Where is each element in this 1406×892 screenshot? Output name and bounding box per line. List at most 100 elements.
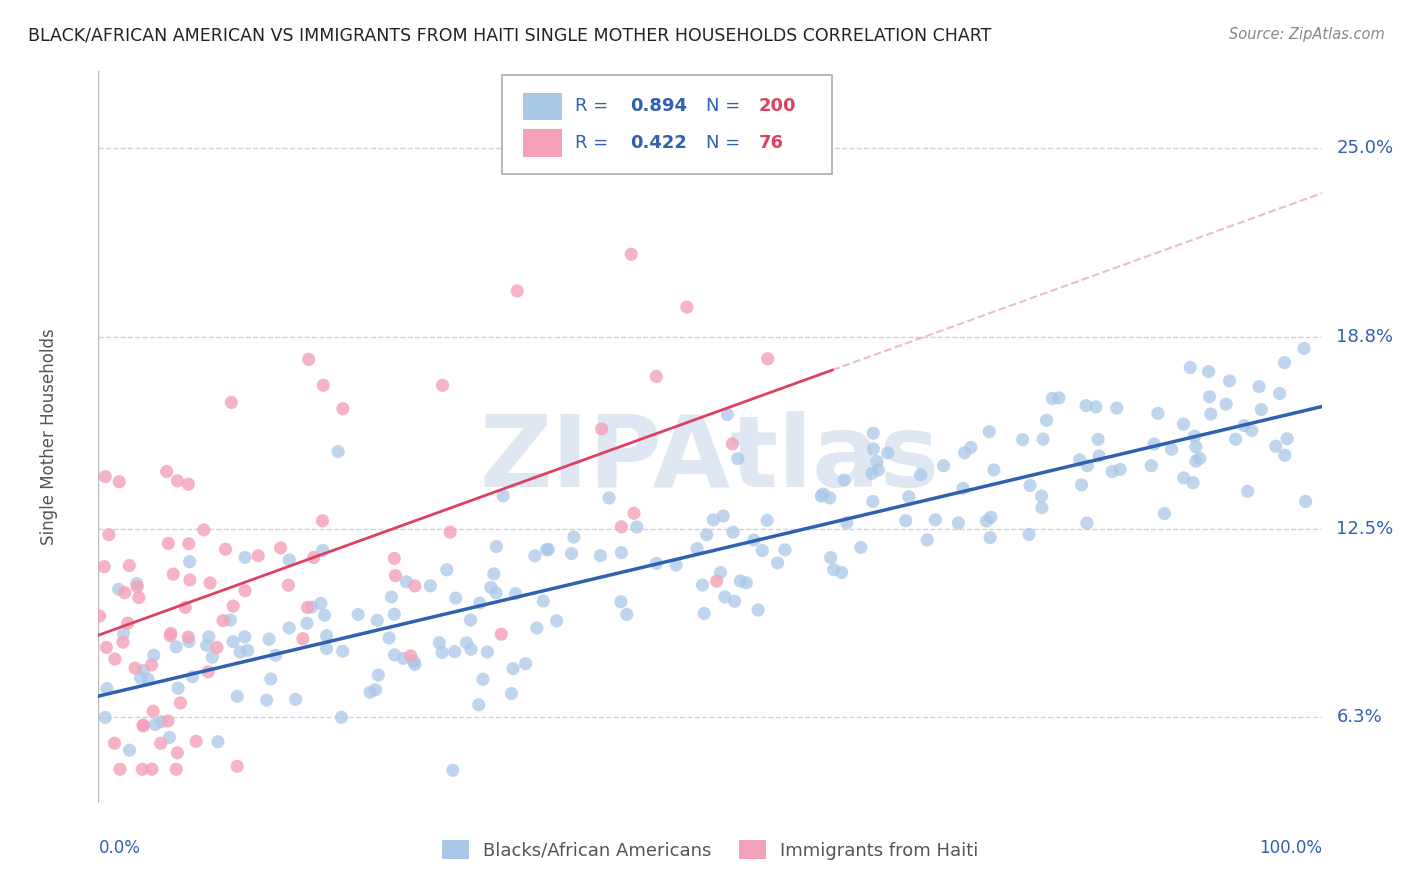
Point xyxy=(236,643,259,657)
Point xyxy=(221,395,243,409)
Point xyxy=(485,540,508,554)
Point xyxy=(460,642,482,657)
Point xyxy=(1032,432,1054,446)
Point xyxy=(1084,400,1107,414)
Point xyxy=(159,629,181,643)
Point xyxy=(112,626,135,640)
Point xyxy=(314,608,336,623)
Text: N =: N = xyxy=(706,97,747,115)
Point xyxy=(430,645,453,659)
Point xyxy=(195,639,218,653)
Point xyxy=(260,672,283,686)
Point xyxy=(177,477,200,491)
Point xyxy=(823,563,845,577)
Point xyxy=(94,710,117,724)
Point xyxy=(444,591,467,605)
Point xyxy=(730,574,752,588)
Text: 6.3%: 6.3% xyxy=(1336,708,1382,726)
Point xyxy=(1240,424,1263,438)
Legend: Blacks/African Americans, Immigrants from Haiti: Blacks/African Americans, Immigrants fro… xyxy=(441,840,979,860)
Text: BLACK/AFRICAN AMERICAN VS IMMIGRANTS FROM HAITI SINGLE MOTHER HOUSEHOLDS CORRELA: BLACK/AFRICAN AMERICAN VS IMMIGRANTS FRO… xyxy=(28,27,991,45)
Point xyxy=(1295,494,1317,508)
Point xyxy=(835,516,858,530)
Point xyxy=(818,491,841,505)
Point xyxy=(309,596,332,610)
Point xyxy=(315,641,337,656)
Point xyxy=(711,508,734,523)
Point xyxy=(665,558,688,572)
Point xyxy=(1185,454,1208,468)
Point xyxy=(177,634,200,648)
Point xyxy=(328,444,350,458)
Point xyxy=(212,614,235,628)
Point xyxy=(468,698,491,712)
Point xyxy=(924,513,946,527)
Point xyxy=(104,652,127,666)
Point xyxy=(302,550,325,565)
Point xyxy=(96,640,118,655)
Point xyxy=(330,710,353,724)
Point xyxy=(1087,433,1109,447)
Point xyxy=(501,687,523,701)
Point xyxy=(727,451,749,466)
Point xyxy=(505,587,527,601)
Point xyxy=(980,510,1002,524)
Point xyxy=(96,681,118,696)
Point xyxy=(610,520,633,534)
Point xyxy=(419,579,441,593)
Point xyxy=(598,491,620,505)
Point xyxy=(278,553,301,567)
Point xyxy=(1109,462,1132,476)
Point xyxy=(270,541,292,555)
Point xyxy=(257,632,280,646)
Point xyxy=(291,632,314,646)
Point xyxy=(820,550,842,565)
Point xyxy=(179,573,201,587)
Point xyxy=(1147,406,1170,420)
Text: 100.0%: 100.0% xyxy=(1258,839,1322,857)
Point xyxy=(645,369,668,384)
Point xyxy=(141,762,163,776)
Point xyxy=(332,644,354,658)
Point xyxy=(404,657,426,672)
Text: 18.8%: 18.8% xyxy=(1336,327,1393,345)
Point xyxy=(380,590,402,604)
Point xyxy=(443,644,465,658)
Point xyxy=(103,736,125,750)
Point xyxy=(359,685,381,699)
Point xyxy=(107,582,129,597)
Point xyxy=(174,600,197,615)
Point xyxy=(222,599,245,613)
Point xyxy=(159,731,181,745)
Point xyxy=(1198,365,1220,379)
Point xyxy=(229,645,252,659)
Point xyxy=(626,520,648,534)
Point xyxy=(156,714,179,728)
Point xyxy=(297,600,319,615)
Point xyxy=(1233,418,1256,433)
Point xyxy=(312,543,335,558)
Point xyxy=(184,734,207,748)
Point xyxy=(1070,478,1092,492)
Point xyxy=(526,621,548,635)
Point xyxy=(222,634,245,648)
Point xyxy=(166,746,188,760)
Point xyxy=(866,454,889,468)
Text: 12.5%: 12.5% xyxy=(1336,519,1393,538)
Point xyxy=(862,442,884,456)
Text: R =: R = xyxy=(575,97,614,115)
Point xyxy=(97,527,120,541)
Point xyxy=(1088,449,1111,463)
Point xyxy=(1198,390,1220,404)
Text: ZIPAtlas: ZIPAtlas xyxy=(479,410,941,508)
Point xyxy=(471,672,494,686)
Text: N =: N = xyxy=(706,134,747,152)
Point xyxy=(1249,379,1271,393)
Point xyxy=(1105,401,1128,416)
Point xyxy=(132,718,155,732)
Point xyxy=(233,550,256,565)
Point xyxy=(610,546,633,560)
Point xyxy=(295,616,318,631)
Point xyxy=(93,559,115,574)
Point xyxy=(402,655,425,669)
